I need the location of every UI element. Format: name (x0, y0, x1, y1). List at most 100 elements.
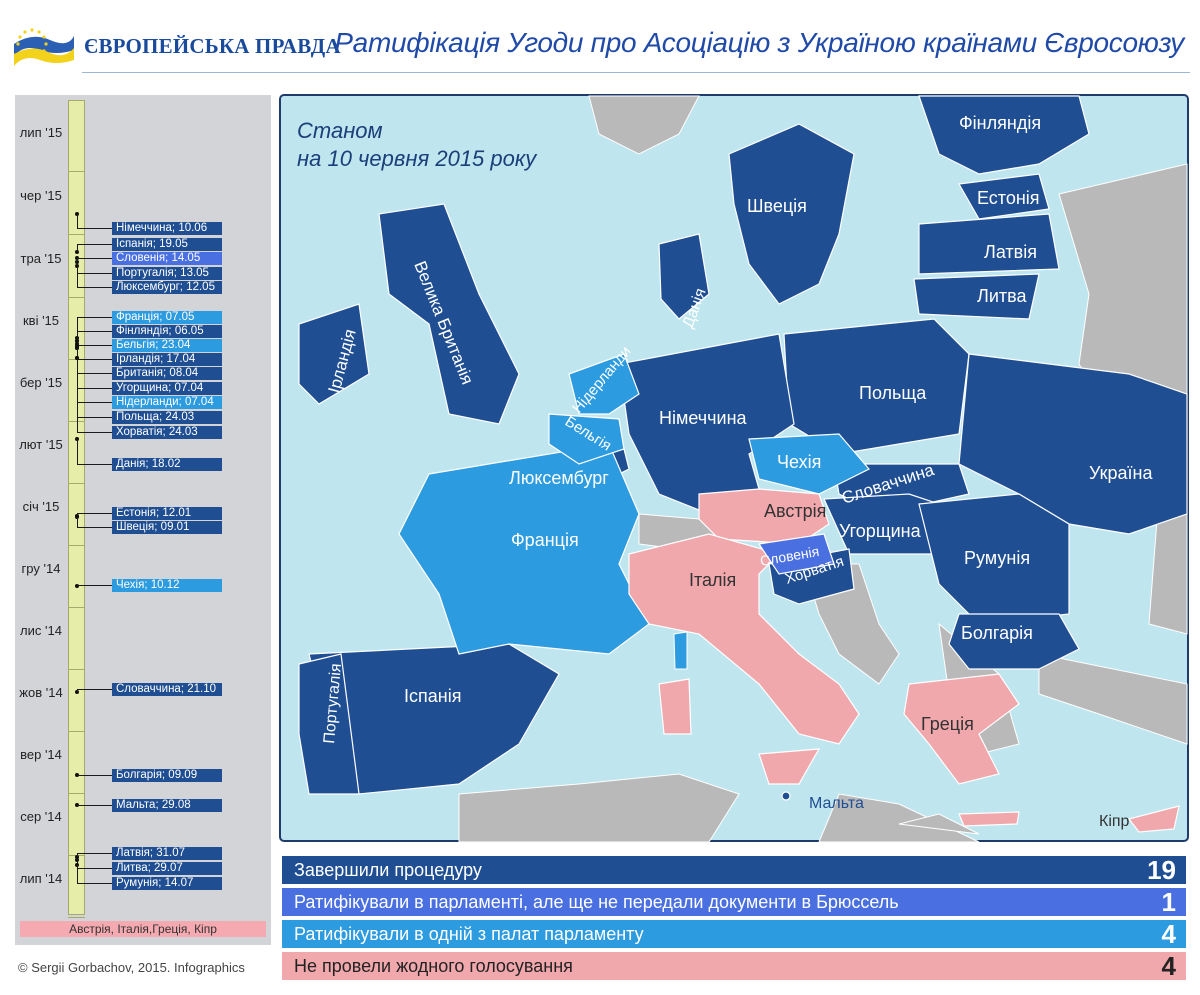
timeline-connector (77, 517, 78, 527)
country-czechia (748, 433, 870, 495)
label-hungary: Угорщина (839, 521, 922, 541)
country-ireland (298, 303, 370, 405)
label-austria: Австрія (764, 501, 826, 521)
timeline-month: вер '14 (20, 747, 62, 762)
timeline-connector (77, 513, 78, 516)
timeline-panel: лип '15 чер '15 тра '15 кві '15 бер '15 лют '… (15, 95, 271, 945)
timeline-connector (77, 228, 112, 229)
country-estonia (958, 173, 1050, 220)
timeline-month: лис '14 (20, 623, 62, 638)
header-divider (82, 72, 1190, 73)
country-france (398, 443, 650, 655)
timeline-connector (77, 244, 112, 245)
label-greece: Греція (921, 714, 974, 734)
timeline-entry: Люксембург; 12.05 (112, 281, 222, 294)
legend-row: Не провели жодного голосування 4 (282, 952, 1186, 980)
timeline-entry: Естонія; 12.01 (112, 507, 222, 520)
timeline-connector (77, 345, 112, 346)
timeline-connector (77, 331, 78, 341)
subtitle-line1: Станом (297, 118, 383, 143)
timeline-connector (77, 689, 112, 690)
label-poland: Польща (859, 383, 927, 403)
timeline-connector (77, 258, 78, 259)
label-bulgaria: Болгарія (961, 623, 1033, 643)
logo-text: ЄВРОПЕЙСЬКА ПРАВДА (84, 34, 341, 58)
timeline-axis (68, 100, 85, 915)
timeline-entry: Бельгія; 23.04 (112, 339, 222, 352)
timeline-month: жов '14 (19, 685, 63, 700)
timeline-tick (68, 483, 85, 484)
legend-count: 19 (1147, 855, 1176, 885)
timeline-dot (75, 250, 79, 254)
timeline-connector (77, 775, 112, 776)
legend-label: Ратифікували в одній з палат парламенту (294, 924, 644, 944)
timeline-connector (77, 865, 78, 883)
country-latvia (918, 213, 1060, 275)
timeline-month: чер '15 (20, 188, 62, 203)
timeline-tick (68, 545, 85, 546)
label-france: Франція (511, 530, 579, 550)
timeline-entry: Болгарія; 09.09 (112, 769, 222, 782)
timeline-month: тра '15 (20, 251, 62, 266)
timeline-entry: Мальта; 29.08 (112, 799, 222, 812)
timeline-entry: Німеччина; 10.06 (112, 222, 222, 235)
timeline-month: кві '15 (22, 313, 60, 328)
timeline-connector (77, 317, 112, 318)
timeline-connector (77, 585, 112, 586)
country-netherlands (568, 353, 640, 415)
country-slovenia (757, 533, 835, 575)
label-lithuania: Литва (977, 286, 1027, 306)
timeline-entry: Ірландія; 17.04 (112, 353, 222, 366)
timeline-entry: Британія; 08.04 (112, 367, 222, 380)
timeline-connector (77, 266, 78, 287)
label-germany: Німеччина (659, 408, 748, 428)
timeline-entry: Румунія; 14.07 (112, 877, 222, 890)
timeline-tick (68, 917, 85, 918)
timeline-month: лют '15 (19, 437, 63, 452)
legend-count: 4 (1161, 919, 1176, 949)
timeline-tick (68, 171, 85, 172)
timeline-tick (68, 793, 85, 794)
country-malta (781, 791, 791, 801)
eu-flag-icon (14, 28, 74, 66)
timeline-entry: Словаччина; 21.10 (112, 683, 222, 696)
timeline-connector (77, 244, 78, 252)
timeline-connector (77, 853, 112, 854)
timeline-entry: Франція; 07.05 (112, 311, 222, 324)
timeline-entry: Польща; 24.03 (112, 411, 222, 424)
timeline-tick (68, 421, 85, 422)
country-ukraine (958, 353, 1188, 535)
timeline-connector (77, 358, 78, 432)
label-luxembourg: Люксембург (509, 468, 609, 488)
timeline-connector (77, 883, 112, 884)
country-sweden (728, 123, 855, 305)
timeline-month: сер '14 (20, 809, 62, 824)
timeline-connector (77, 417, 112, 418)
label-finland: Фінляндія (959, 113, 1041, 133)
timeline-entry: Угорщина; 07.04 (112, 382, 222, 395)
timeline-tick (68, 731, 85, 732)
country-austria (698, 488, 830, 545)
label-cyprus: Кіпр (1099, 813, 1130, 830)
timeline-dot (75, 584, 79, 588)
timeline-connector (77, 775, 78, 776)
legend-label: Завершили процедуру (294, 860, 482, 880)
country-lithuania (913, 273, 1040, 320)
timeline-connector (77, 287, 112, 288)
timeline-connector (77, 689, 78, 692)
timeline-connector (77, 513, 112, 514)
country-sardinia (658, 678, 692, 735)
country-greece (903, 673, 1020, 785)
legend-count: 1 (1161, 887, 1176, 917)
country-uk (378, 203, 520, 425)
country-sicily (758, 748, 821, 785)
timeline-entry: Чехія; 10.12 (112, 579, 222, 592)
timeline-connector (77, 853, 78, 857)
timeline-connector (77, 331, 112, 332)
timeline-month: гру '14 (21, 561, 61, 576)
timeline-entry: Словенія; 14.05 (112, 252, 222, 265)
label-italy: Італія (689, 570, 736, 590)
timeline-connector (77, 464, 112, 465)
timeline-entry: Нідерланди; 07.04 (112, 396, 222, 409)
label-estonia: Естонія (977, 188, 1040, 208)
